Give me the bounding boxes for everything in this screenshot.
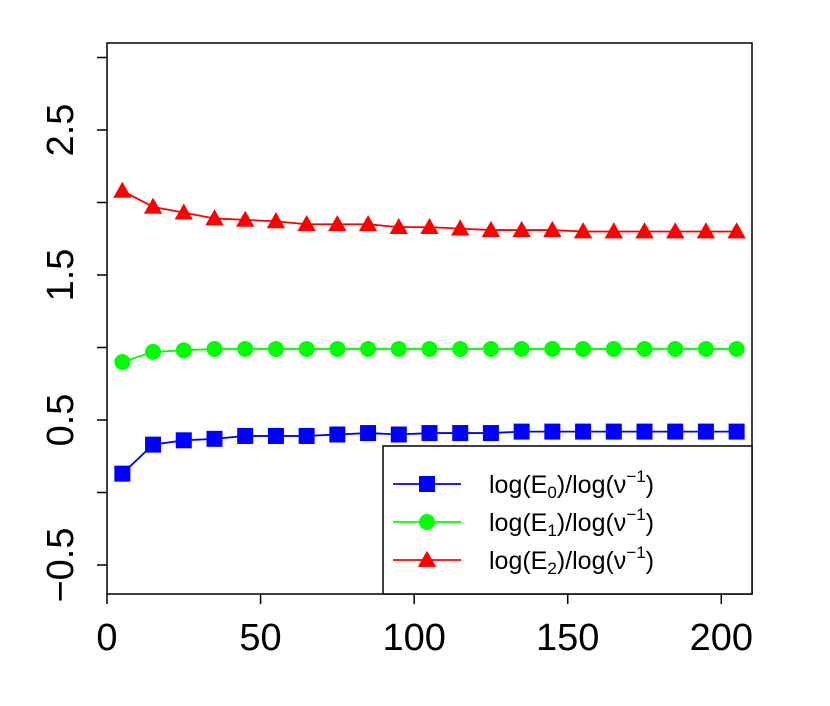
data-point — [697, 423, 714, 440]
data-point — [512, 220, 531, 237]
legend-item: log(E0)/log(ν−1) — [393, 467, 654, 502]
data-point — [205, 209, 224, 226]
data-point — [421, 425, 438, 442]
data-point — [482, 340, 499, 357]
data-point — [329, 340, 346, 357]
data-point — [481, 220, 501, 237]
series-2 — [113, 181, 746, 239]
data-point — [175, 342, 192, 359]
data-point — [697, 340, 714, 357]
data-point — [667, 340, 684, 357]
y-tick-label: 1.5 — [40, 249, 82, 302]
data-point — [297, 215, 316, 232]
data-point — [696, 222, 716, 239]
data-point — [267, 427, 284, 444]
data-point — [237, 427, 254, 444]
data-point — [728, 340, 745, 357]
data-point — [575, 340, 592, 357]
legend-label: log(E2)/log(ν−1) — [489, 543, 654, 578]
data-point — [114, 354, 131, 370]
data-point — [605, 340, 622, 357]
legend: log(E0)/log(ν−1)log(E1)/log(ν−1)log(E2)/… — [382, 445, 753, 595]
series-layer — [113, 181, 746, 482]
data-point — [573, 222, 593, 239]
data-point — [452, 340, 469, 357]
data-point — [605, 423, 622, 440]
data-point — [328, 215, 347, 232]
data-point — [237, 340, 254, 357]
data-point — [636, 423, 653, 440]
data-point — [575, 423, 592, 440]
x-tick-label: 100 — [382, 617, 445, 659]
data-point — [543, 220, 562, 237]
legend-label: log(E0)/log(ν−1) — [489, 467, 654, 502]
data-point — [113, 181, 132, 198]
data-point — [206, 430, 223, 447]
data-point — [390, 426, 407, 443]
data-point — [390, 340, 407, 357]
legend-item: log(E2)/log(ν−1) — [393, 543, 654, 578]
data-point — [298, 427, 315, 444]
data-point — [358, 215, 378, 232]
data-point — [266, 212, 286, 229]
x-tick-label: 200 — [690, 617, 753, 659]
data-point — [513, 423, 530, 440]
data-point — [360, 425, 377, 442]
data-point — [298, 340, 315, 357]
data-point — [421, 340, 438, 357]
data-point — [267, 340, 284, 357]
y-tick-label: 2.5 — [40, 104, 82, 157]
data-point — [635, 222, 654, 239]
series-0 — [114, 423, 745, 482]
data-point — [236, 210, 255, 227]
data-point — [417, 550, 437, 567]
data-point — [420, 217, 439, 235]
data-point — [114, 465, 131, 482]
y-tick-label: −0.5 — [40, 527, 82, 602]
data-point — [206, 340, 223, 357]
data-point — [143, 197, 163, 214]
data-point — [513, 340, 530, 357]
data-point — [667, 423, 684, 440]
data-point — [666, 222, 685, 239]
data-point — [389, 217, 408, 235]
series-1 — [114, 340, 745, 370]
data-point — [452, 425, 469, 442]
data-point — [482, 425, 499, 442]
axes: 0 50 100 150 200 −0.5 0.5 1.5 2.5 — [40, 42, 753, 659]
legend-box — [382, 445, 753, 595]
data-point — [544, 423, 561, 440]
data-point — [728, 423, 745, 440]
x-tick-label: 150 — [536, 617, 599, 659]
x-tick-label: 0 — [96, 617, 117, 659]
data-point — [360, 340, 377, 357]
legend-label: log(E1)/log(ν−1) — [489, 505, 654, 540]
data-point — [174, 203, 193, 220]
data-point — [451, 219, 470, 236]
data-point — [329, 426, 346, 443]
data-point — [419, 476, 435, 492]
x-tick-label: 50 — [239, 617, 281, 659]
data-point — [727, 222, 746, 239]
data-point — [175, 432, 192, 449]
y-tick-label: 0.5 — [40, 394, 82, 447]
legend-item: log(E1)/log(ν−1) — [393, 505, 654, 540]
data-point — [419, 514, 435, 530]
data-point — [544, 340, 561, 357]
data-point — [145, 343, 162, 360]
data-point — [604, 222, 623, 239]
data-point — [636, 340, 653, 357]
data-point — [145, 436, 162, 453]
